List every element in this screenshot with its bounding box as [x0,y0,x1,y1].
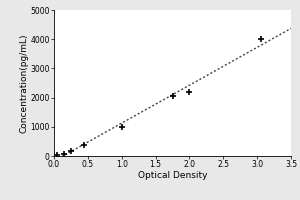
Y-axis label: Concentration(pg/mL): Concentration(pg/mL) [20,33,29,133]
X-axis label: Optical Density: Optical Density [138,171,207,180]
